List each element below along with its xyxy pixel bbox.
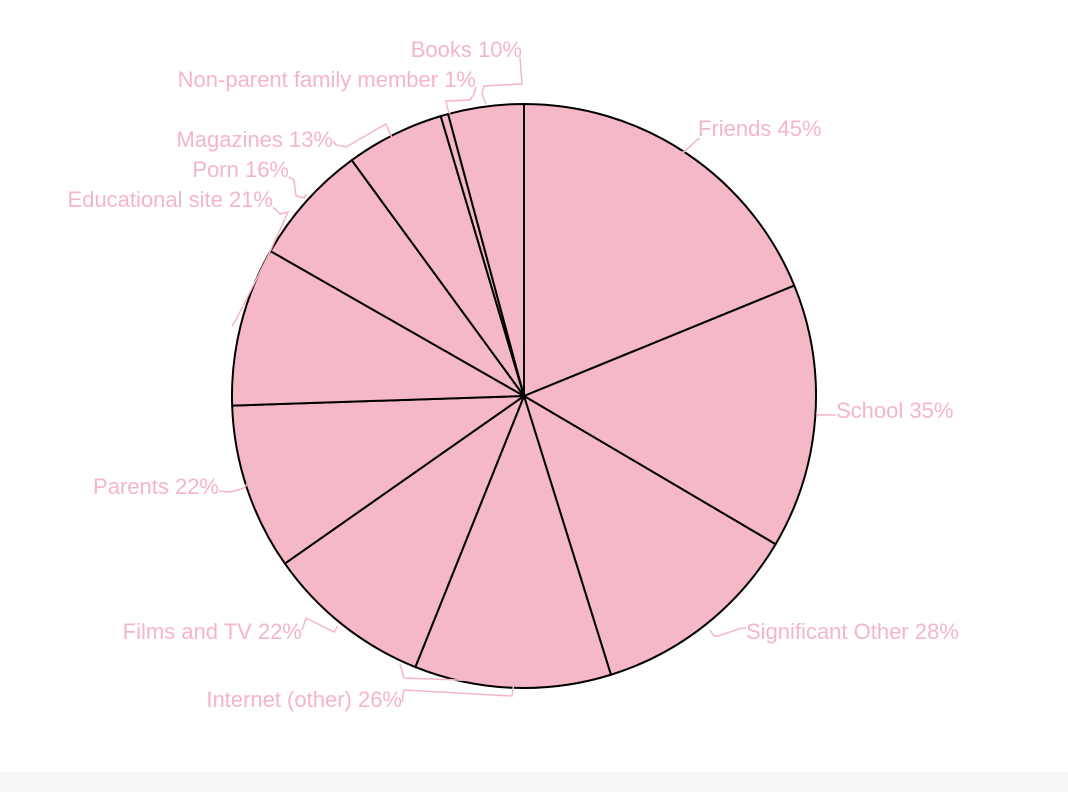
leader-line-books (481, 56, 523, 105)
leader-line-porn (288, 176, 307, 199)
pie-slice-books (447, 103, 525, 397)
slice-label-internet-other: Internet (other) 26% (206, 687, 402, 712)
leader-line-significant-other (709, 627, 746, 637)
slice-label-parents: Parents 22% (93, 474, 219, 499)
bottom-band (0, 772, 1068, 792)
slice-label-books: Books 10% (411, 37, 522, 62)
slice-label-films-and-tv: Films and TV 22% (123, 619, 302, 644)
labels-layer: Friends 45% School 35% Significant Other 2… (68, 37, 959, 712)
pie-slice-films-and-tv (283, 395, 525, 669)
leader-line-films-and-tv (301, 616, 339, 633)
slice-label-porn: Porn 16% (192, 157, 289, 182)
leader-line-internet-other (399, 663, 515, 703)
leader-line-non-parent-family-member (445, 86, 477, 115)
pie-slice-school (523, 284, 817, 546)
leader-line-parents (218, 482, 249, 493)
leader-line-school (815, 412, 836, 416)
slice-label-friends: Friends 45% (698, 116, 822, 141)
slice-label-magazines: Magazines 13% (176, 127, 333, 152)
slice-label-non-parent-family-member: Non-parent family member 1% (178, 67, 476, 92)
pie-slice-significant-other (523, 395, 777, 676)
leader-lines-layer (218, 56, 836, 703)
slice-label-educational-site: Educational site 21% (68, 187, 273, 212)
pie-slice-friends (523, 103, 796, 397)
slices-layer (231, 103, 817, 689)
leader-line-magazines (332, 122, 393, 148)
slice-label-significant-other: Significant Other 28% (746, 619, 959, 644)
pie-slice-parents (231, 395, 525, 565)
leader-line-friends (679, 138, 700, 159)
slice-label-school: School 35% (836, 398, 953, 423)
leader-line-educational-site (231, 206, 290, 327)
